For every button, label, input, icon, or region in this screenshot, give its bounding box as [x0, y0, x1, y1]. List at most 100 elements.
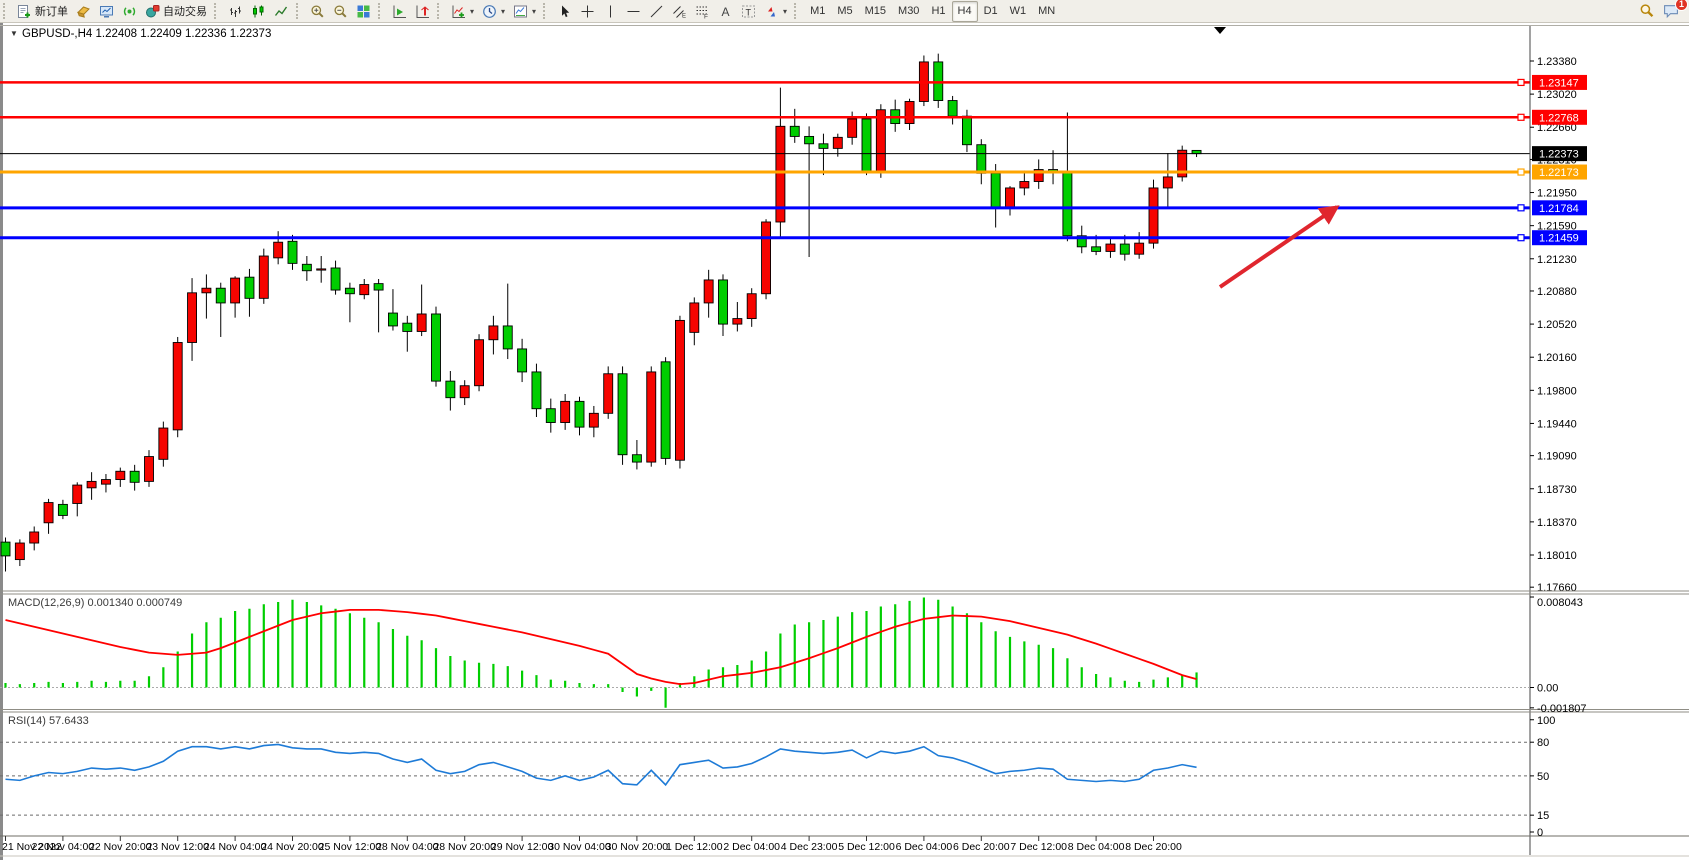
candle-body-bear: [531, 371, 542, 410]
time-tick-label: 21 Nov 2022: [2, 841, 62, 853]
trend-arrow-annotation[interactable]: [1218, 205, 1340, 289]
search-button[interactable]: [1635, 1, 1659, 22]
indicators-button[interactable]: ▾: [447, 1, 478, 22]
fibonacci-icon: F: [696, 6, 708, 19]
candle-body-bull: [488, 325, 499, 341]
price-badge-1.21459: [1532, 230, 1587, 246]
zoom-out-button[interactable]: [329, 1, 352, 22]
timeframe-button-d1[interactable]: D1: [983, 5, 998, 17]
time-tick-label: 6 Dec 04:00: [896, 841, 953, 853]
time-tick-label: 25 Nov 12:00: [319, 841, 382, 853]
text-label-icon: T: [742, 5, 756, 17]
macd-panel: MACD(12,26,9) 0.001340 0.000749 0.008043 0…: [0, 596, 1587, 715]
candle-body-bull: [86, 480, 97, 489]
candle-body-bear: [617, 373, 628, 456]
arrows-icon: [768, 6, 776, 16]
bar-chart-button[interactable]: [224, 1, 247, 22]
current-price-badge: [1532, 146, 1587, 162]
candle-body-bull: [775, 125, 786, 223]
toolbar-button-label: 新订单: [35, 6, 68, 18]
timeframe-button-m1[interactable]: M1: [810, 5, 826, 17]
timeframe-button-m30[interactable]: M30: [898, 5, 920, 17]
time-tick-label: 5 Dec 12:00: [838, 841, 895, 853]
time-tick-label: 7 Dec 12:00: [1010, 841, 1067, 853]
toolbar-right: 1: [1635, 0, 1688, 22]
line-handle[interactable]: [1517, 78, 1525, 87]
candle-body-bull: [689, 302, 700, 333]
timeframe-button-m5[interactable]: M5: [837, 5, 853, 17]
candle-body-bull: [603, 373, 614, 414]
candle-body-bear: [947, 100, 958, 117]
chart-shift-marker-icon[interactable]: [1214, 27, 1226, 34]
periods-button[interactable]: ▾: [478, 1, 509, 22]
line-chart-icon: [274, 6, 288, 16]
channel-button[interactable]: E: [668, 1, 691, 22]
candlestick-chart-button[interactable]: [247, 1, 270, 22]
macd-axis-label: -0.001807: [1537, 703, 1587, 715]
candle-body-bull: [1033, 169, 1044, 182]
signals-button[interactable]: [118, 1, 141, 22]
candle-body-bull: [847, 118, 858, 138]
macd-label: MACD(12,26,9) 0.001340 0.000749: [8, 597, 182, 609]
candle-body-bull: [474, 339, 484, 387]
price-axis[interactable]: 1.233801.230201.226601.223101.219501.215…: [1530, 56, 1587, 594]
time-tick-label: 23 Nov 12:00: [146, 841, 209, 853]
candle-body-bear: [373, 283, 384, 291]
timeframe-button-h1[interactable]: H1: [931, 5, 946, 17]
candle-body-bear: [344, 287, 355, 295]
text-label-button[interactable]: T: [737, 1, 760, 22]
candle-body-bull: [1134, 242, 1145, 255]
candle-body-bull: [1005, 187, 1015, 208]
vertical-line-button[interactable]: [599, 1, 622, 22]
line-handle[interactable]: [1517, 168, 1525, 176]
time-tick-label: 30 Nov 20:00: [606, 841, 669, 853]
horizontal-line-icon: [627, 10, 640, 12]
zoom-in-button[interactable]: [306, 1, 329, 22]
text-button[interactable]: A: [714, 1, 737, 22]
candle-body-bear: [0, 541, 11, 557]
market-watch-button[interactable]: [95, 1, 118, 22]
line-chart-button[interactable]: [270, 1, 293, 22]
candle-body-bear: [990, 172, 1001, 208]
templates-button[interactable]: ▾: [509, 1, 540, 22]
toolbar-group: ▾ ▾ ▾: [447, 0, 540, 22]
candle-body-bull: [100, 479, 111, 485]
fibonacci-button[interactable]: F: [691, 1, 714, 22]
line-handle[interactable]: [1517, 204, 1525, 212]
horizontal-line-button[interactable]: [622, 1, 645, 22]
cursor-button[interactable]: [553, 1, 576, 22]
timeframe-button-w1[interactable]: W1: [1009, 5, 1027, 17]
timeframe-button-mn[interactable]: MN: [1038, 5, 1056, 17]
chart-shift-button[interactable]: [411, 1, 434, 22]
tile-windows-button[interactable]: [352, 1, 375, 22]
time-tick-label: 1 Dec 12:00: [666, 841, 723, 853]
chart-title-dropdown-icon[interactable]: ▼: [10, 29, 18, 38]
time-tick-label: 6 Dec 20:00: [953, 841, 1010, 853]
timeframe-button-h4[interactable]: H4: [951, 0, 978, 22]
chart-background: [0, 22, 1689, 860]
time-tick-label: 22 Nov 20:00: [89, 841, 152, 853]
line-handle[interactable]: [1517, 113, 1525, 121]
metaeditor-button[interactable]: [72, 1, 95, 22]
autotrading-button[interactable]: 自动交易: [141, 1, 211, 22]
candle-body-bull: [1019, 181, 1030, 189]
arrows-button[interactable]: ▾: [760, 1, 791, 22]
candle-body-bear: [718, 279, 728, 325]
chat-button[interactable]: 1: [1659, 0, 1688, 22]
line-handle[interactable]: [1517, 234, 1525, 242]
trendline-button[interactable]: [645, 1, 668, 22]
svg-text:E: E: [682, 13, 686, 19]
auto-scroll-button[interactable]: [388, 1, 411, 22]
price-badge-1.22173-label: 1.22173: [1539, 167, 1579, 179]
price-badge-1.22173: [1532, 164, 1587, 180]
new-order-button[interactable]: 新订单: [13, 1, 72, 22]
crosshair-button[interactable]: [576, 1, 599, 22]
market-watch-icon: [100, 5, 113, 17]
timeframe-button-m15[interactable]: M15: [864, 5, 887, 17]
chevron-down-icon: ▾: [501, 6, 506, 16]
time-tick-label: 24 Nov 04:00: [204, 841, 267, 853]
chart-shift-icon: [416, 5, 429, 18]
